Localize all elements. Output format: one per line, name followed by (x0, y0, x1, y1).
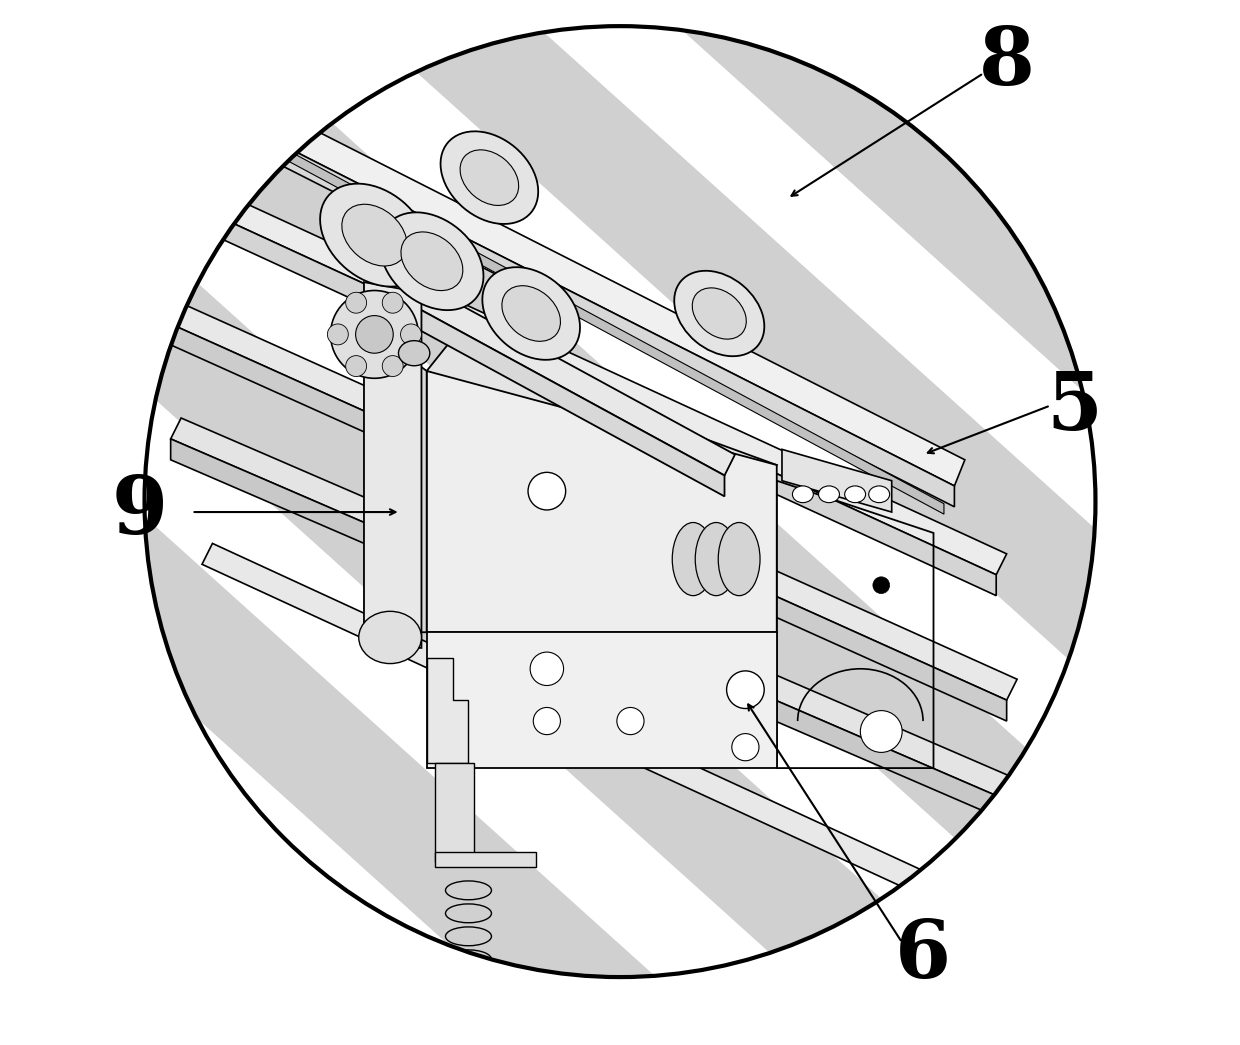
Polygon shape (229, 0, 1240, 739)
Ellipse shape (398, 341, 430, 366)
Polygon shape (171, 418, 1028, 805)
Polygon shape (427, 658, 469, 763)
Ellipse shape (528, 472, 565, 510)
Ellipse shape (792, 486, 813, 503)
Ellipse shape (401, 324, 422, 345)
Ellipse shape (502, 285, 560, 342)
Ellipse shape (531, 652, 563, 686)
Polygon shape (427, 371, 776, 632)
Polygon shape (233, 94, 965, 486)
Polygon shape (427, 345, 776, 491)
Polygon shape (365, 227, 396, 261)
Text: 9: 9 (112, 473, 167, 551)
Polygon shape (365, 282, 422, 648)
Polygon shape (479, 169, 511, 204)
Ellipse shape (320, 184, 429, 286)
Polygon shape (427, 632, 776, 768)
Polygon shape (171, 303, 1017, 700)
Circle shape (145, 26, 1095, 977)
Polygon shape (171, 439, 1017, 826)
Ellipse shape (382, 326, 398, 343)
Polygon shape (435, 763, 474, 862)
Ellipse shape (401, 232, 463, 291)
Polygon shape (264, 138, 944, 514)
Polygon shape (379, 287, 724, 496)
Polygon shape (435, 852, 537, 867)
Text: 5: 5 (1047, 369, 1102, 446)
Ellipse shape (346, 293, 367, 314)
Ellipse shape (358, 611, 422, 664)
Polygon shape (405, 355, 427, 632)
Polygon shape (202, 188, 1007, 575)
Polygon shape (453, 972, 495, 982)
Ellipse shape (331, 291, 418, 378)
Ellipse shape (342, 204, 407, 266)
Ellipse shape (718, 522, 760, 596)
Polygon shape (202, 543, 1007, 930)
Ellipse shape (818, 486, 839, 503)
Polygon shape (422, 253, 453, 287)
Ellipse shape (440, 132, 538, 224)
Ellipse shape (869, 486, 889, 503)
Polygon shape (0, 63, 1192, 1045)
Ellipse shape (675, 271, 764, 356)
Polygon shape (709, 305, 740, 340)
Ellipse shape (460, 149, 518, 206)
Ellipse shape (873, 577, 889, 594)
Ellipse shape (482, 268, 580, 359)
Polygon shape (379, 266, 735, 475)
Ellipse shape (727, 671, 764, 709)
Polygon shape (233, 120, 955, 507)
Ellipse shape (381, 212, 484, 310)
Ellipse shape (616, 707, 644, 735)
Ellipse shape (533, 707, 560, 735)
Polygon shape (171, 324, 1007, 721)
Ellipse shape (382, 355, 403, 376)
Polygon shape (521, 305, 552, 340)
Ellipse shape (382, 293, 403, 314)
Ellipse shape (672, 522, 714, 596)
Ellipse shape (692, 287, 746, 340)
Polygon shape (91, 0, 1240, 895)
Ellipse shape (346, 355, 367, 376)
Ellipse shape (327, 324, 348, 345)
Text: 6: 6 (895, 918, 951, 995)
Text: 8: 8 (978, 24, 1034, 101)
Ellipse shape (844, 486, 866, 503)
Ellipse shape (356, 316, 393, 353)
Polygon shape (782, 449, 892, 512)
Ellipse shape (696, 522, 737, 596)
Polygon shape (202, 209, 996, 596)
Polygon shape (0, 241, 1030, 1045)
Ellipse shape (861, 711, 903, 752)
Ellipse shape (732, 734, 759, 761)
